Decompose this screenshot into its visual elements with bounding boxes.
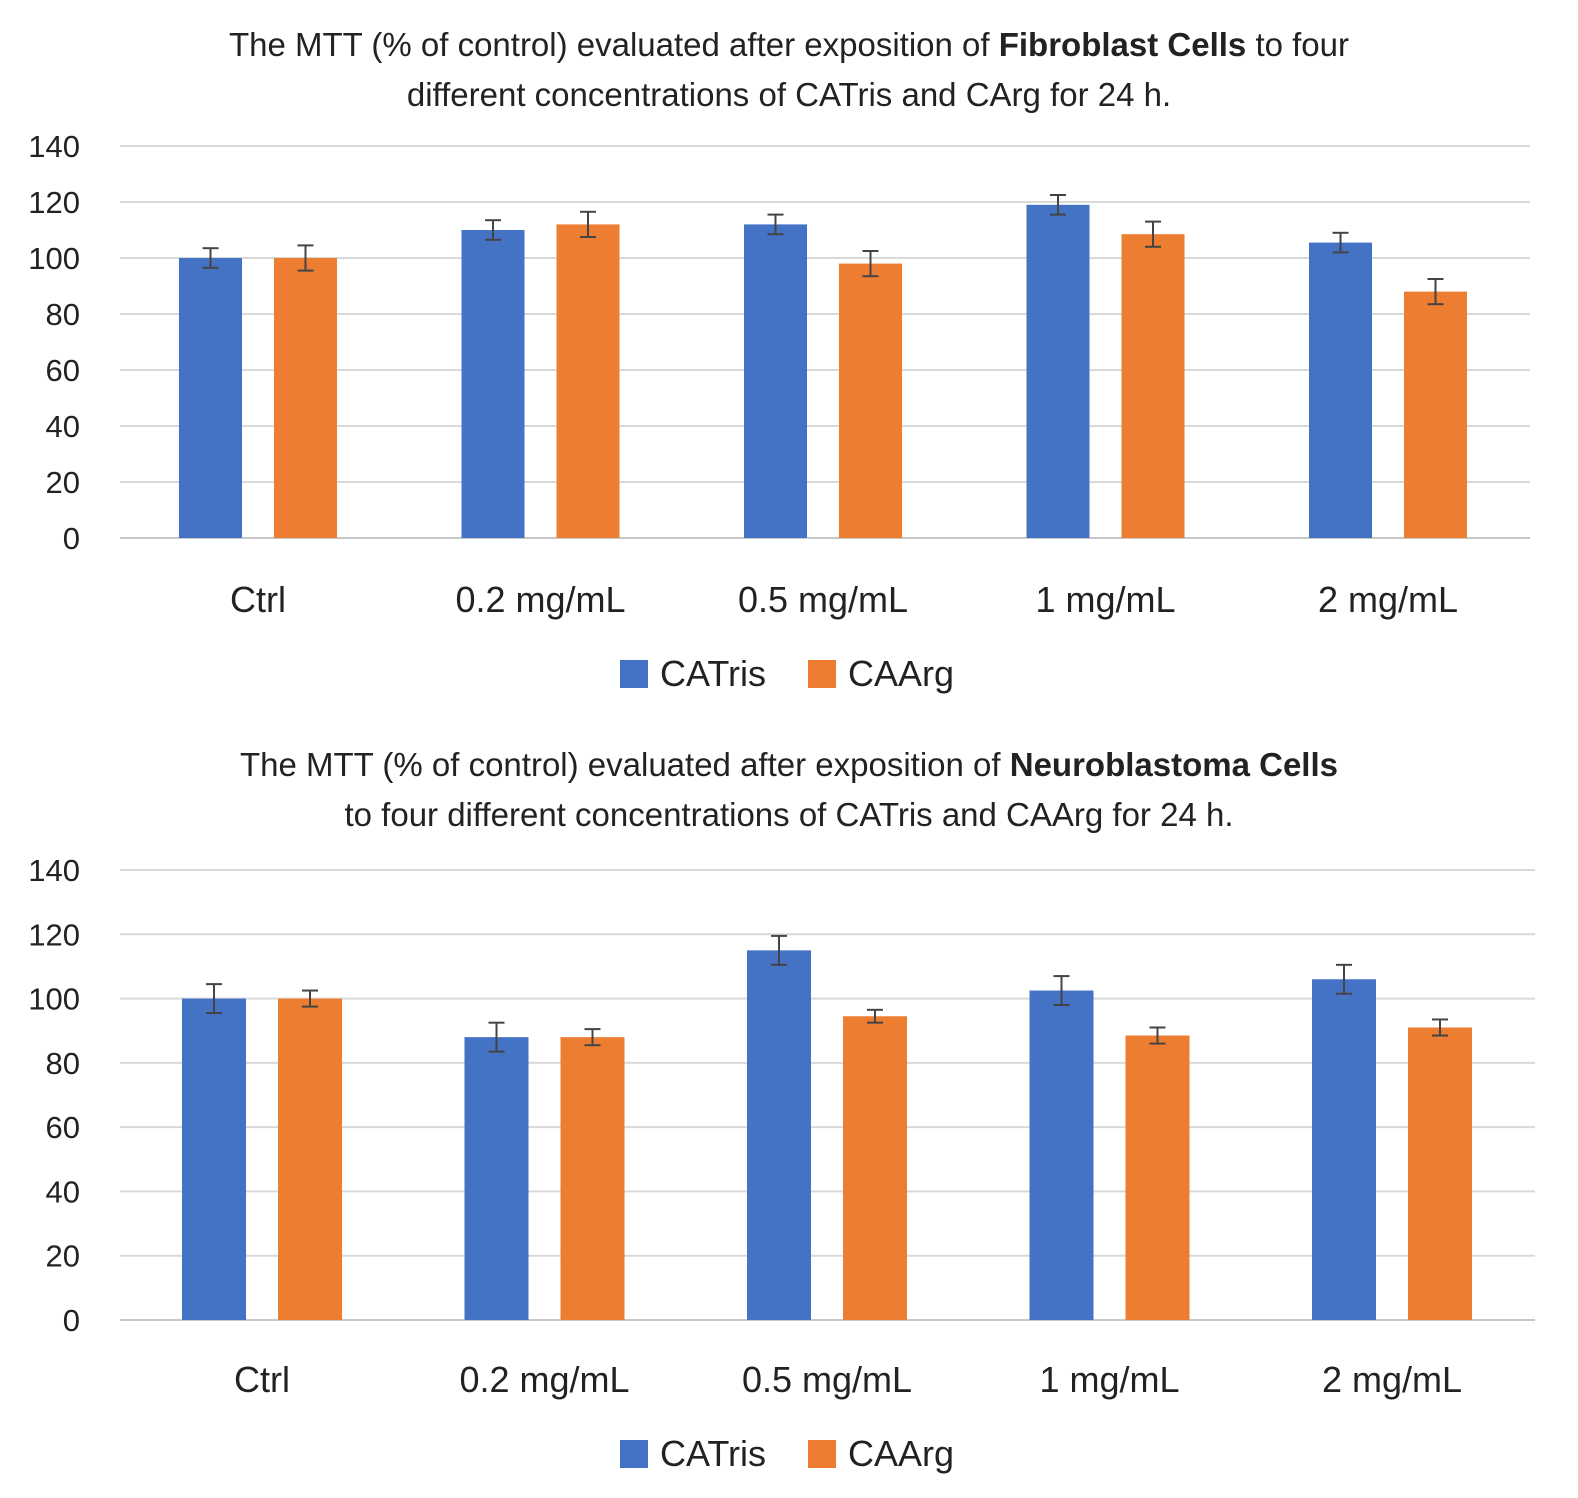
bar-caarg (839, 263, 902, 538)
bar-caarg (278, 998, 342, 1320)
x-category-label: 0.2 mg/mL (455, 579, 625, 620)
chart-title: The MTT (% of control) evaluated after e… (0, 20, 1578, 120)
fibroblast-chart-plot: 0 20 40 60 80 100 120 140 Ctrl 0.2 mg/mL 0.5 mg/mL… (28, 129, 1530, 694)
chart-title-line-2: different concentrations of CATris and C… (406, 76, 1172, 113)
bar-catris (461, 230, 525, 538)
x-category-label: 1 mg/mL (1039, 1359, 1179, 1400)
y-tick-label: 20 (46, 465, 80, 500)
bar-catris (179, 258, 242, 538)
neuroblastoma-chart-plot: 0 20 40 60 80 100 120 140 Ctrl 0.2 mg/mL 0.5 mg/mL… (28, 853, 1535, 1474)
y-tick-label: 80 (46, 1046, 80, 1081)
neuroblastoma-chart: The MTT (% of control) evaluated after e… (0, 728, 1578, 1498)
legend-swatch-catris (620, 660, 648, 688)
bar-caarg (1121, 234, 1185, 538)
legend-swatch-catris (620, 1440, 648, 1468)
fibroblast-chart: The MTT (% of control) evaluated after e… (0, 0, 1578, 720)
legend-label-catris: CATris (660, 653, 766, 694)
y-tick-label: 20 (46, 1239, 80, 1274)
y-tick-label: 60 (46, 353, 80, 388)
title-bold: Fibroblast Cells (998, 26, 1247, 63)
x-category-label: 0.2 mg/mL (459, 1359, 629, 1400)
bar-caarg (556, 224, 620, 538)
bar-catris (1026, 204, 1090, 539)
x-category-label: 0.5 mg/mL (742, 1359, 912, 1400)
y-tick-label: 0 (63, 521, 80, 556)
legend-swatch-caarg (808, 660, 836, 688)
bar-catris (182, 998, 246, 1320)
bar-catris (1309, 242, 1372, 538)
chart-title-line-2: to four different concentrations of CATr… (344, 796, 1234, 833)
bar-catris (744, 224, 807, 538)
y-tick-label: 60 (46, 1110, 80, 1145)
legend-label-caarg: CAArg (848, 653, 954, 694)
chart-title: The MTT (% of control) evaluated after e… (0, 740, 1578, 840)
y-tick-label: 40 (46, 409, 80, 444)
y-tick-label: 0 (63, 1303, 80, 1338)
y-tick-label: 100 (28, 982, 80, 1017)
title-prefix: The MTT (% of control) evaluated after e… (228, 26, 999, 63)
bar-catris (1312, 979, 1376, 1320)
legend-swatch-caarg (808, 1440, 836, 1468)
x-category-label: 2 mg/mL (1318, 579, 1458, 620)
bar-caarg (1125, 1035, 1190, 1320)
bar-catris (464, 1037, 529, 1320)
chart-title-line-1: The MTT (% of control) evaluated after e… (0, 20, 1578, 70)
y-tick-label: 40 (46, 1174, 80, 1209)
y-tick-label: 100 (28, 241, 80, 276)
bar-catris (747, 950, 811, 1320)
y-tick-label: 120 (28, 185, 80, 220)
y-tick-label: 140 (28, 853, 80, 888)
title-prefix: The MTT (% of control) evaluated after e… (239, 746, 1010, 783)
y-tick-label: 140 (28, 129, 80, 164)
chart-title-line-1: The MTT (% of control) evaluated after e… (0, 740, 1578, 790)
legend-label-catris: CATris (660, 1433, 766, 1474)
legend-label-caarg: CAArg (848, 1433, 954, 1474)
x-category-label: Ctrl (234, 1359, 290, 1400)
x-category-label: 1 mg/mL (1035, 579, 1175, 620)
y-tick-label: 80 (46, 297, 80, 332)
title-bold: Neuroblastoma Cells (1009, 746, 1338, 783)
x-category-label: 0.5 mg/mL (738, 579, 908, 620)
bar-caarg (1404, 291, 1467, 538)
x-category-label: Ctrl (230, 579, 286, 620)
bar-caarg (560, 1037, 625, 1320)
title-suffix: to four (1246, 26, 1350, 63)
x-category-label: 2 mg/mL (1322, 1359, 1462, 1400)
bar-caarg (1408, 1027, 1472, 1320)
bar-catris (1029, 990, 1094, 1320)
y-tick-label: 120 (28, 917, 80, 952)
bar-caarg (843, 1016, 907, 1320)
bar-caarg (274, 258, 337, 538)
